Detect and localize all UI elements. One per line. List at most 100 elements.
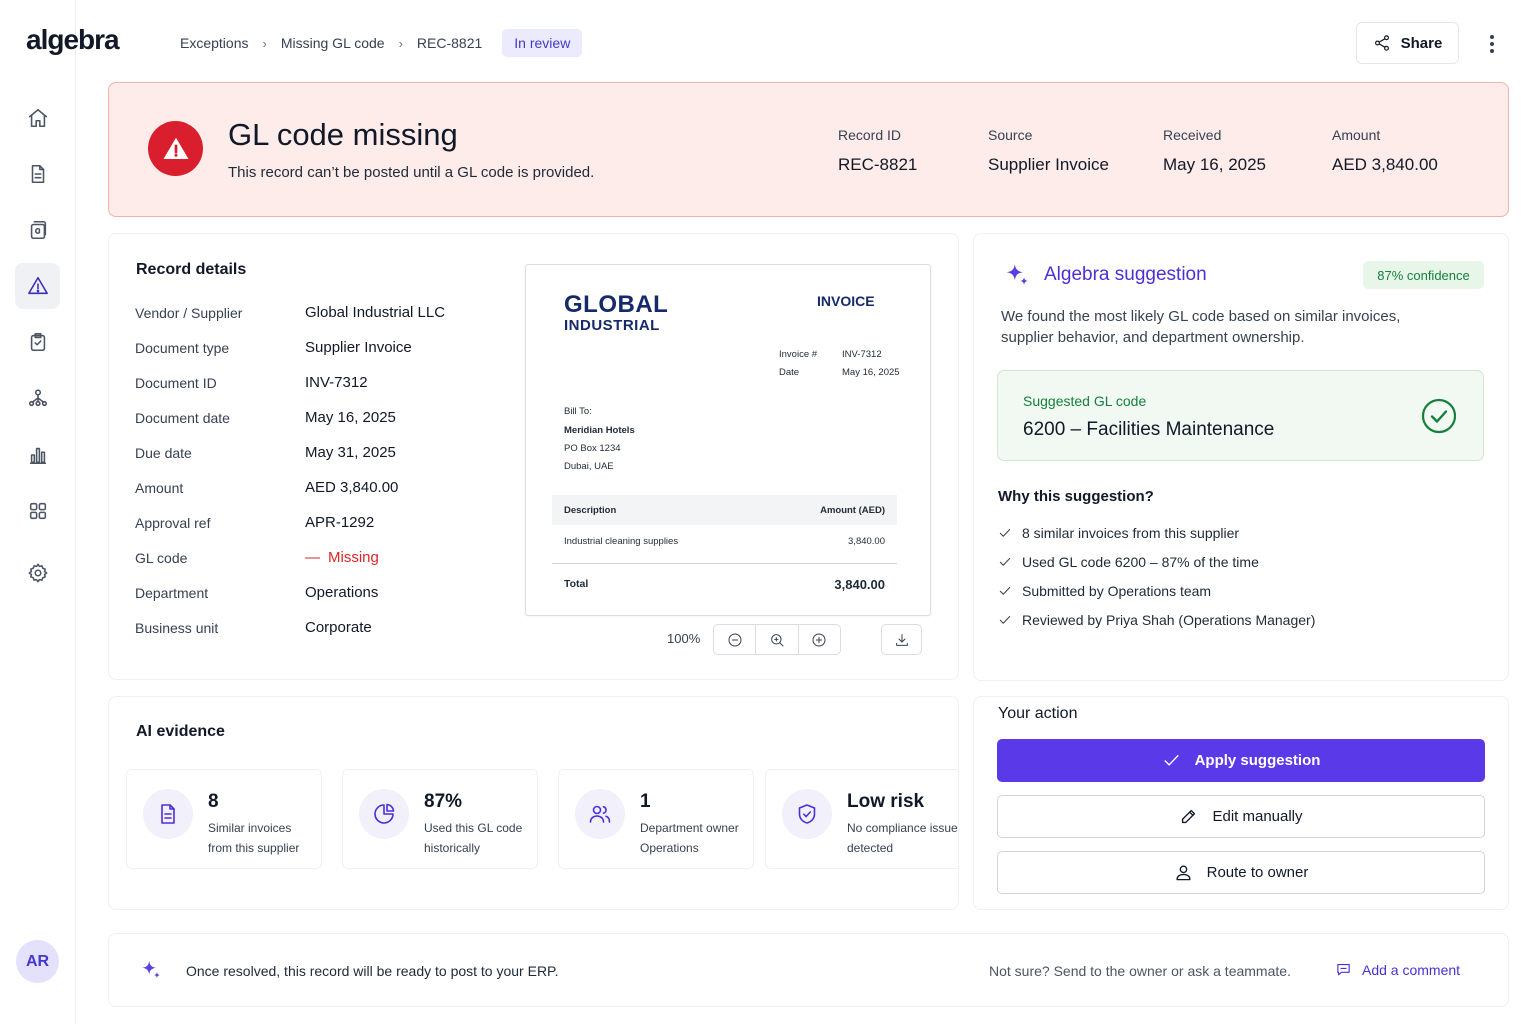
- detail-value: Global Industrial LLC: [305, 304, 446, 321]
- meta-label: Source: [988, 127, 1033, 143]
- zoom-in-button[interactable]: [799, 625, 840, 654]
- line-description: Industrial cleaning supplies: [564, 536, 679, 547]
- check-icon: [999, 615, 1011, 624]
- sidebar-item-workflows[interactable]: [15, 375, 60, 421]
- footer-bar: Once resolved, this record will be ready…: [108, 933, 1509, 1007]
- user-avatar[interactable]: AR: [16, 940, 59, 983]
- record-details-title: Record details: [136, 261, 247, 278]
- breadcrumb-item-missing-gl-code[interactable]: Missing GL code: [280, 35, 385, 51]
- zoom-out-button[interactable]: [714, 625, 757, 654]
- more-options-button[interactable]: [1480, 30, 1504, 58]
- home-icon: [28, 108, 47, 128]
- reason-text: Reviewed by Priya Shah (Operations Manag…: [1022, 612, 1316, 628]
- meta-value: REC-8821: [838, 155, 918, 174]
- sidebar-item-settings[interactable]: [15, 550, 60, 596]
- detail-label: Due date: [135, 445, 192, 461]
- detail-value: May 31, 2025: [305, 444, 396, 461]
- meta-label: Received: [1163, 127, 1222, 143]
- magnifier-icon: [771, 633, 784, 646]
- zoom-level: 100%: [667, 631, 701, 646]
- suggestion-title: Algebra suggestion: [1044, 264, 1207, 285]
- footer-message: Once resolved, this record will be ready…: [186, 963, 559, 979]
- invoice-date-label: Date: [779, 367, 800, 378]
- detail-label: Document ID: [135, 375, 217, 391]
- status-badge: In review: [502, 29, 583, 57]
- sidebar-item-tasks[interactable]: [15, 319, 60, 365]
- apply-suggestion-button[interactable]: Apply suggestion: [997, 739, 1485, 782]
- reason-item: Reviewed by Priya Shah (Operations Manag…: [998, 612, 1315, 628]
- evidence-line: from this supplier: [208, 841, 300, 855]
- alert-icon: [148, 121, 203, 176]
- brand-line: INDUSTRIAL: [564, 317, 660, 334]
- reason-text: Used GL code 6200 – 87% of the time: [1022, 554, 1259, 570]
- evidence-line: historically: [424, 841, 481, 855]
- action-title: Your action: [998, 705, 1078, 722]
- invoice-preview[interactable]: GLOBAL INDUSTRIAL INVOICE Invoice # INV-…: [525, 264, 931, 616]
- evidence-value: 8: [208, 791, 219, 812]
- breadcrumb-item-exceptions[interactable]: Exceptions: [180, 35, 249, 51]
- detail-label: GL code: [135, 550, 188, 566]
- evidence-label: Used this GL code historically: [424, 818, 539, 858]
- document-icon: [31, 164, 44, 184]
- detail-label: Document type: [135, 340, 230, 356]
- add-comment-label: Add a comment: [1362, 961, 1461, 978]
- more-dot: [1490, 35, 1494, 39]
- sidebar-item-documents[interactable]: [15, 151, 60, 197]
- pencil-icon: [1182, 809, 1196, 824]
- route-to-owner-button[interactable]: Route to owner: [997, 851, 1485, 894]
- action-card: Your action Apply suggestion Edit manual…: [973, 696, 1509, 910]
- alert-subtitle: This record can’t be posted until a GL c…: [228, 164, 595, 181]
- check-icon: [999, 586, 1011, 595]
- download-button[interactable]: [881, 624, 922, 655]
- share-button[interactable]: Share: [1356, 22, 1459, 64]
- suggestion-card: Algebra suggestion 87% confidence We fou…: [973, 233, 1509, 681]
- edit-manually-button[interactable]: Edit manually: [997, 795, 1485, 838]
- app-logo[interactable]: algebra: [26, 24, 120, 55]
- missing-text: Missing: [328, 549, 379, 566]
- sidebar-item-reports[interactable]: [15, 432, 60, 478]
- sparkle-icon: [140, 959, 162, 981]
- meta-value: AED 3,840.00: [1332, 155, 1438, 174]
- sidebar-item-apps[interactable]: [15, 488, 60, 534]
- detail-label: Department: [135, 585, 209, 601]
- evidence-icon-wrap: [359, 789, 409, 839]
- evidence-label: Similar invoices from this supplier: [208, 818, 323, 858]
- evidence-department-owner: 1 Department owner Operations: [558, 769, 754, 869]
- add-comment-link[interactable]: Add a comment: [1335, 961, 1460, 978]
- apply-label: Apply suggestion: [1194, 752, 1321, 769]
- more-dot: [1490, 49, 1494, 53]
- workflow-icon: [28, 389, 47, 407]
- detail-value: APR-1292: [305, 514, 375, 531]
- meta-label: Record ID: [838, 127, 902, 143]
- meta-label: Amount: [1332, 127, 1381, 143]
- invoice-date: May 16, 2025: [842, 367, 900, 378]
- bill-to-address: Dubai, UAE: [564, 461, 614, 472]
- warning-icon: [163, 137, 188, 159]
- invoice-no-label: Invoice #: [779, 349, 818, 360]
- zoom-fit-button[interactable]: [756, 625, 799, 654]
- sidebar-item-home[interactable]: [15, 95, 60, 141]
- confidence-badge: 87% confidence: [1363, 261, 1484, 289]
- record-details-card: Record details Vendor / Supplier Global …: [108, 233, 959, 680]
- evidence-line: detected: [847, 841, 894, 855]
- detail-value: INV-7312: [305, 374, 368, 391]
- footer-hint: Not sure? Send to the owner or ask a tea…: [989, 963, 1291, 979]
- total-amount: 3,840.00: [834, 577, 885, 592]
- suggested-gl-code-box[interactable]: Suggested GL code 6200 – Facilities Main…: [997, 370, 1484, 461]
- gl-code-missing-value: — Missing: [305, 549, 379, 566]
- detail-value: Supplier Invoice: [305, 339, 412, 356]
- reason-text: Submitted by Operations team: [1022, 583, 1212, 599]
- evidence-icon-wrap: [575, 789, 625, 839]
- invoice-heading: INVOICE: [817, 293, 875, 309]
- sidebar-item-records[interactable]: [15, 207, 60, 253]
- share-label: Share: [1400, 34, 1443, 52]
- document-icon: [161, 804, 175, 824]
- more-dot: [1490, 42, 1494, 46]
- evidence-label: Department owner Operations: [640, 818, 755, 858]
- share-icon: [1374, 35, 1389, 51]
- sidebar-item-exceptions[interactable]: [15, 263, 60, 309]
- check-icon: [999, 528, 1011, 537]
- detail-label: Document date: [135, 410, 230, 426]
- sparkle-icon: [1004, 262, 1030, 288]
- check-icon: [1164, 755, 1179, 766]
